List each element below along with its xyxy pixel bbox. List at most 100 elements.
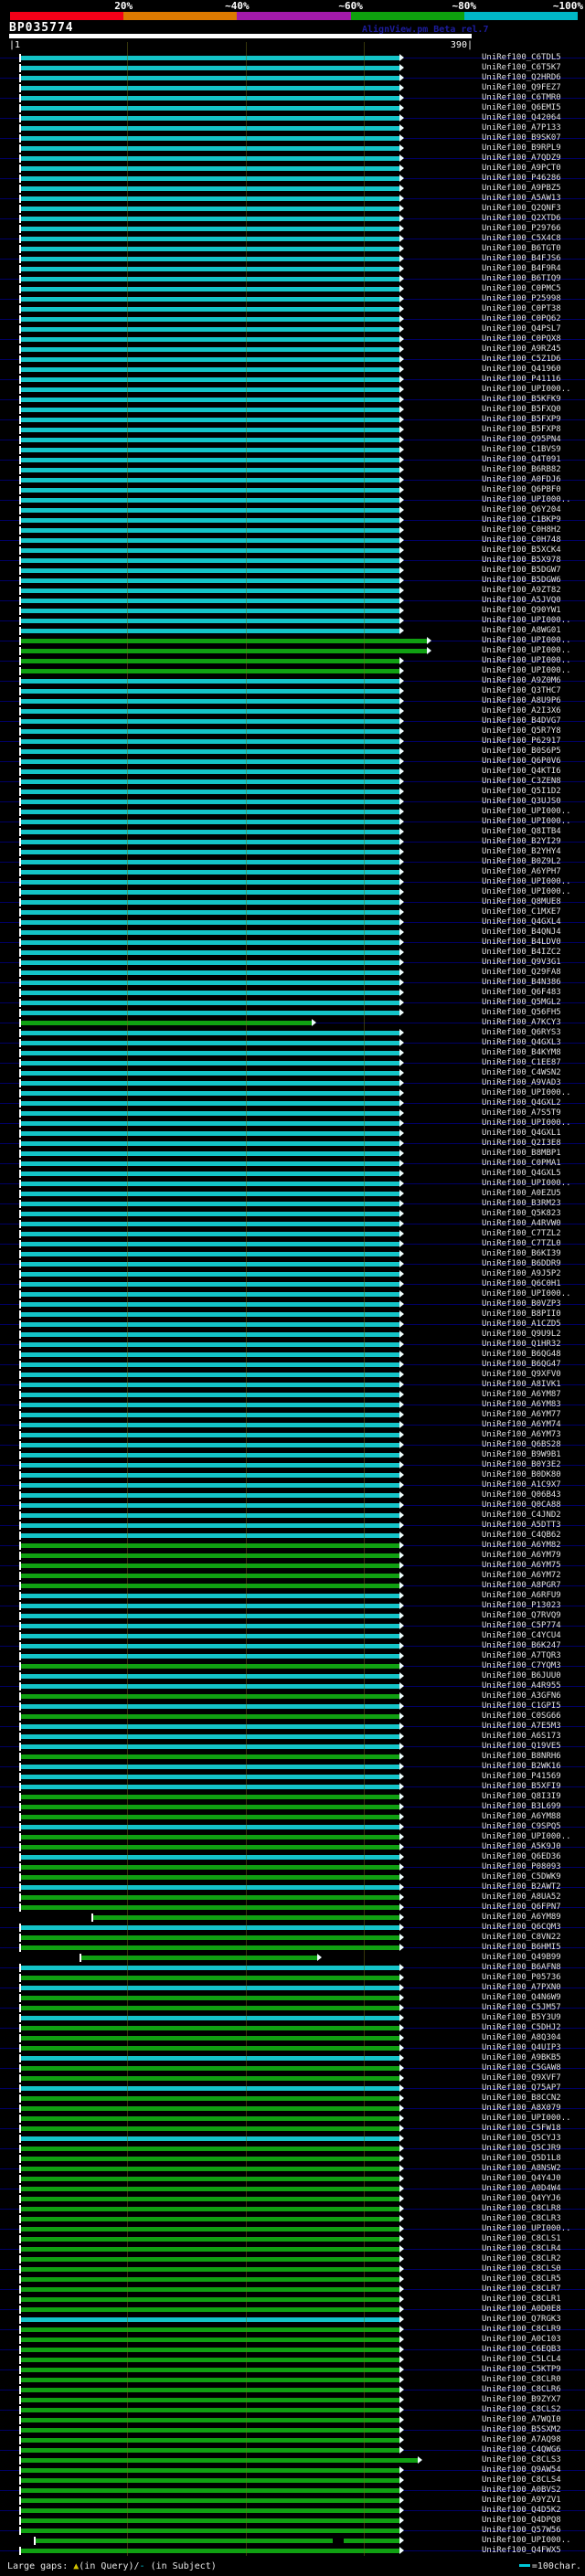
alignment-bar[interactable]	[19, 619, 400, 623]
subject-label[interactable]: UniRef100_A6YM87	[482, 1390, 561, 1399]
subject-label[interactable]: UniRef100_C1BKP9	[482, 515, 561, 525]
alignment-bar[interactable]	[19, 1805, 400, 1809]
alignment-bar[interactable]	[19, 940, 400, 945]
subject-label[interactable]: UniRef100_C8CLR4	[482, 2244, 561, 2253]
alignment-bar[interactable]	[19, 2398, 400, 2402]
alignment-bar[interactable]	[19, 1021, 313, 1025]
alignment-bar[interactable]	[19, 2337, 400, 2342]
subject-label[interactable]: UniRef100_P41116	[482, 375, 561, 384]
subject-label[interactable]: UniRef100_Q6F483	[482, 988, 561, 997]
alignment-bar[interactable]	[19, 367, 400, 372]
alignment-bar[interactable]	[19, 377, 400, 382]
subject-label[interactable]: UniRef100_Q4GXL2	[482, 1098, 561, 1108]
alignment-bar[interactable]	[19, 2297, 400, 2302]
alignment-bar[interactable]	[19, 1845, 400, 1850]
subject-label[interactable]: UniRef100_Q9XFV0	[482, 1370, 561, 1379]
alignment-bar[interactable]	[19, 599, 400, 603]
alignment-bar[interactable]	[19, 2317, 400, 2322]
alignment-bar[interactable]	[19, 287, 400, 292]
subject-label[interactable]: UniRef100_C0PMA1	[482, 1159, 561, 1168]
alignment-bar[interactable]	[19, 2126, 400, 2131]
subject-label[interactable]: UniRef100_Q5MGL2	[482, 998, 561, 1007]
alignment-bar[interactable]	[19, 2277, 400, 2282]
alignment-bar[interactable]	[19, 2207, 400, 2211]
alignment-bar[interactable]	[19, 1704, 400, 1709]
subject-label[interactable]: UniRef100_C6T5K7	[482, 63, 561, 72]
alignment-bar[interactable]	[19, 970, 400, 975]
subject-label[interactable]: UniRef100_UPI000..	[482, 666, 571, 675]
alignment-bar[interactable]	[19, 930, 400, 935]
subject-label[interactable]: UniRef100_B9SK07	[482, 133, 561, 143]
alignment-bar[interactable]	[19, 880, 400, 885]
subject-label[interactable]: UniRef100_C8CLR1	[482, 2295, 561, 2304]
subject-label[interactable]: UniRef100_A0C103	[482, 2335, 561, 2344]
subject-label[interactable]: UniRef100_B6AFN8	[482, 1963, 561, 1972]
subject-label[interactable]: UniRef100_UPI000..	[482, 1088, 571, 1097]
subject-label[interactable]: UniRef100_B6HMI5	[482, 1943, 561, 1952]
subject-label[interactable]: UniRef100_A9PCT0	[482, 164, 561, 173]
alignment-bar[interactable]	[19, 207, 400, 211]
subject-label[interactable]: UniRef100_C6TMR0	[482, 93, 561, 102]
subject-label[interactable]: UniRef100_A6YM79	[482, 1551, 561, 1560]
subject-label[interactable]: UniRef100_B8MBP1	[482, 1149, 561, 1158]
alignment-bar[interactable]	[19, 820, 400, 824]
alignment-bar[interactable]	[19, 759, 400, 764]
subject-label[interactable]: UniRef100_Q90YW1	[482, 606, 561, 615]
alignment-bar[interactable]	[19, 2217, 400, 2221]
alignment-bar[interactable]	[19, 438, 400, 442]
alignment-bar[interactable]	[19, 2096, 400, 2101]
subject-label[interactable]: UniRef100_A1C9X7	[482, 1480, 561, 1489]
subject-label[interactable]: UniRef100_P46286	[482, 174, 561, 183]
alignment-bar[interactable]	[19, 910, 400, 915]
subject-label[interactable]: UniRef100_A7KCY3	[482, 1018, 561, 1027]
subject-label[interactable]: UniRef100_A6YM77	[482, 1410, 561, 1419]
alignment-bar[interactable]	[19, 1835, 400, 1839]
alignment-bar[interactable]	[19, 1141, 400, 1146]
subject-label[interactable]: UniRef100_Q4GXL1	[482, 1129, 561, 1138]
alignment-bar[interactable]	[19, 448, 400, 452]
subject-label[interactable]: UniRef100_Q57W56	[482, 2526, 561, 2535]
subject-label[interactable]: UniRef100_Q4KTI6	[482, 767, 561, 776]
alignment-bar[interactable]	[19, 518, 400, 523]
alignment-bar[interactable]	[19, 76, 400, 80]
subject-label[interactable]: UniRef100_Q41960	[482, 365, 561, 374]
alignment-bar[interactable]	[19, 1222, 400, 1226]
alignment-bar[interactable]	[19, 1533, 400, 1538]
alignment-bar[interactable]	[19, 699, 400, 704]
subject-label[interactable]: UniRef100_A6YM74	[482, 1420, 561, 1429]
subject-label[interactable]: UniRef100_A6YPH7	[482, 867, 561, 876]
subject-label[interactable]: UniRef100_P25998	[482, 294, 561, 303]
subject-label[interactable]: UniRef100_C1GPI5	[482, 1701, 561, 1711]
alignment-bar[interactable]	[19, 136, 400, 141]
subject-label[interactable]: UniRef100_C5KTP9	[482, 2365, 561, 2374]
alignment-bar[interactable]	[19, 679, 400, 684]
subject-label[interactable]: UniRef100_Q6ED36	[482, 1852, 561, 1861]
subject-label[interactable]: UniRef100_Q4UIP3	[482, 2043, 561, 2052]
alignment-bar[interactable]	[19, 1976, 400, 1980]
alignment-bar[interactable]	[19, 2237, 400, 2242]
subject-label[interactable]: UniRef100_Q6P0V6	[482, 757, 561, 766]
subject-label[interactable]: UniRef100_A6YM88	[482, 1812, 561, 1821]
subject-label[interactable]: UniRef100_B6TGT0	[482, 244, 561, 253]
alignment-bar[interactable]	[19, 1925, 400, 1930]
alignment-bar[interactable]	[19, 1513, 400, 1518]
alignment-bar[interactable]	[19, 116, 400, 121]
alignment-bar[interactable]	[19, 1684, 400, 1689]
subject-label[interactable]: UniRef100_B9RPL9	[482, 143, 561, 153]
alignment-bar[interactable]	[19, 1352, 400, 1357]
alignment-bar[interactable]	[19, 2267, 400, 2272]
subject-label[interactable]: UniRef100_C0PQX8	[482, 334, 561, 344]
alignment-bar[interactable]	[19, 548, 400, 553]
alignment-bar[interactable]	[19, 800, 400, 804]
subject-label[interactable]: UniRef100_A8U9P6	[482, 696, 561, 705]
alignment-bar[interactable]	[19, 1503, 400, 1508]
subject-label[interactable]: UniRef100_Q5D1L8	[482, 2154, 561, 2163]
alignment-bar[interactable]	[19, 2157, 400, 2161]
subject-label[interactable]: UniRef100_UPI000..	[482, 656, 571, 665]
alignment-bar[interactable]	[19, 2428, 400, 2433]
alignment-bar[interactable]	[19, 2327, 400, 2332]
alignment-bar[interactable]	[19, 2106, 400, 2111]
alignment-bar[interactable]	[19, 176, 400, 181]
subject-label[interactable]: UniRef100_Q2QNF3	[482, 204, 561, 213]
subject-label[interactable]: UniRef100_UPI000..	[482, 495, 571, 504]
